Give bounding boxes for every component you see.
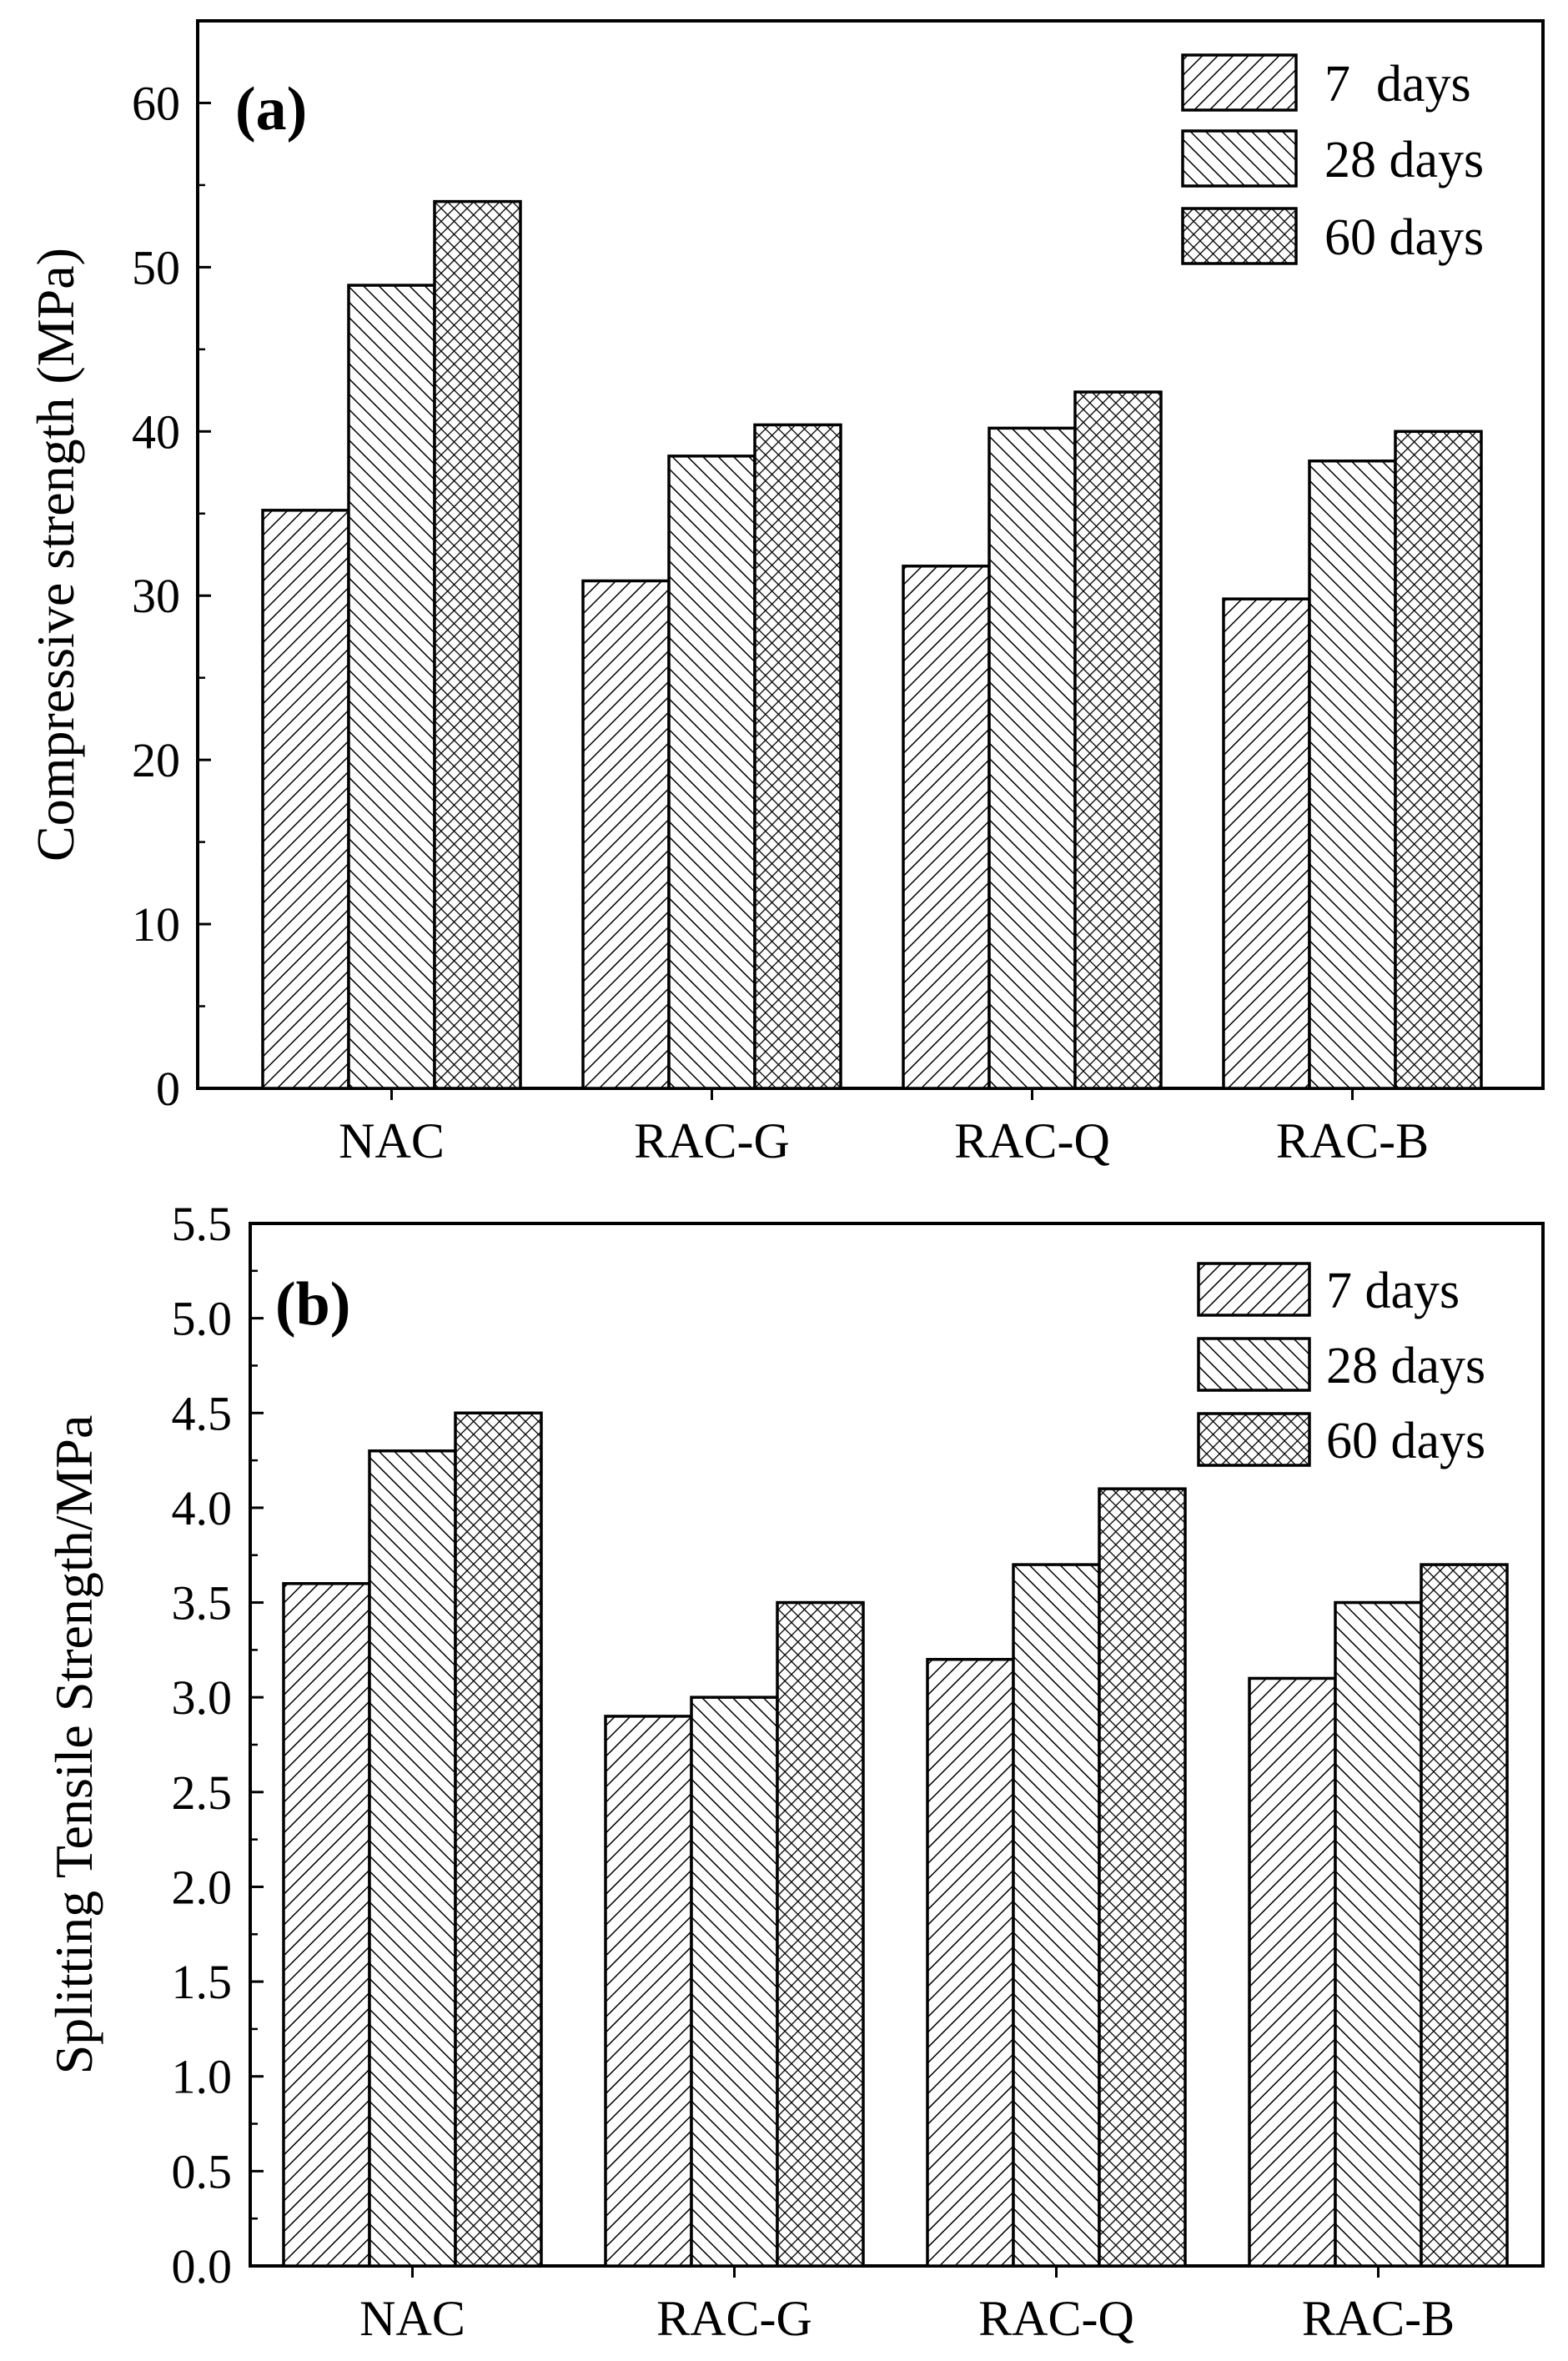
- panel-a-bars: [261, 199, 1483, 1090]
- y-tick-label: 40: [132, 404, 180, 459]
- y-tick-label: 1.5: [172, 1955, 233, 2009]
- x-tick-label-rac-g: RAC-G: [656, 2291, 812, 2346]
- x-tick-label-nac: NAC: [339, 1113, 445, 1168]
- y-tick-label: 4.5: [172, 1386, 233, 1440]
- panel-a: 0 10 20 30 40 50 60 NAC RAC-G RAC-Q RAC-B (a) Com…: [26, 19, 1545, 1168]
- panel-b-bars: [282, 1411, 1509, 2268]
- legend-label-28-days: 28 days: [1326, 1338, 1485, 1394]
- bar-rac-g-28-days: [690, 1695, 779, 2268]
- x-tick-label-rac-g: RAC-G: [634, 1113, 790, 1168]
- y-tick-label: 3.5: [172, 1576, 233, 1630]
- y-tick-label: 5.0: [172, 1292, 233, 1346]
- bar-rac-g-28-days: [667, 455, 756, 1090]
- bar-rac-g-60-days: [776, 1600, 865, 2268]
- bar-rac-q-28-days: [1012, 1563, 1101, 2268]
- panel-a-y-axis-title: Compressive strength (MPa): [26, 248, 85, 862]
- legend-label-60-days: 60 days: [1324, 209, 1484, 266]
- bar-nac-60-days: [433, 199, 522, 1090]
- y-tick-label: 4.0: [172, 1481, 233, 1535]
- y-tick-label: 0.0: [172, 2239, 233, 2293]
- bar-rac-g-60-days: [753, 423, 842, 1090]
- panel-a-yticks: 0 10 20 30 40 50 60: [132, 76, 211, 1116]
- legend-label-7-days: 7 days: [1326, 1263, 1460, 1319]
- legend-label-60-days: 60 days: [1326, 1413, 1485, 1469]
- legend-swatch-60-days: [1181, 207, 1298, 265]
- panel-b-yticks: 0.0 0.5 1.0 1.5 2.0 2.5 3.0 3.5 4.0 4.5 5.0 5.5: [172, 1197, 264, 2293]
- bar-rac-b-7-days: [1248, 1676, 1337, 2268]
- panel-a-xlabels: NAC RAC-G RAC-Q RAC-B: [339, 1088, 1429, 1168]
- panel-b-y-axis-title: Splitting Tensile Strength/MPa: [44, 1415, 103, 2075]
- y-tick-label: 10: [132, 897, 180, 952]
- panel-b-legend: 7 days 28 days 60 days: [1197, 1262, 1485, 1469]
- y-tick-label: 2.5: [172, 1766, 233, 1820]
- legend-label-28-days: 28 days: [1324, 132, 1484, 188]
- legend-label-7-days: 7 days: [1324, 56, 1471, 113]
- y-tick-label: 60: [132, 76, 180, 130]
- y-tick-label: 50: [132, 240, 180, 294]
- bar-nac-28-days: [347, 284, 436, 1090]
- bar-rac-b-7-days: [1222, 597, 1311, 1090]
- y-tick-label: 1.0: [172, 2050, 233, 2104]
- bar-rac-q-7-days: [926, 1657, 1015, 2268]
- panel-b: 0.0 0.5 1.0 1.5 2.0 2.5 3.0 3.5 4.0 4.5 5.0 5.5 NAC…: [44, 1197, 1545, 2346]
- bar-rac-q-60-days: [1098, 1487, 1187, 2268]
- bar-rac-b-60-days: [1394, 430, 1483, 1090]
- y-tick-label: 30: [132, 569, 180, 623]
- bar-rac-q-60-days: [1073, 390, 1163, 1090]
- bar-nac-60-days: [454, 1411, 543, 2268]
- legend-swatch-60-days: [1197, 1412, 1311, 1467]
- bar-nac-7-days: [282, 1582, 371, 2268]
- bar-rac-q-7-days: [902, 565, 991, 1090]
- bar-rac-b-28-days: [1308, 460, 1397, 1090]
- x-tick-label-rac-q: RAC-Q: [954, 1113, 1110, 1168]
- bar-nac-28-days: [368, 1449, 457, 2268]
- panel-a-label: (a): [235, 75, 307, 143]
- panel-b-label: (b): [275, 1270, 350, 1339]
- bar-rac-g-7-days: [581, 579, 671, 1090]
- bar-rac-g-7-days: [604, 1715, 693, 2268]
- legend-swatch-28-days: [1197, 1337, 1311, 1392]
- x-tick-label-rac-b: RAC-B: [1276, 1113, 1429, 1168]
- bar-nac-7-days: [261, 509, 350, 1090]
- panel-b-xlabels: NAC RAC-G RAC-Q RAC-B: [359, 2266, 1455, 2346]
- legend-swatch-28-days: [1181, 129, 1298, 188]
- x-tick-label-rac-q: RAC-Q: [978, 2291, 1134, 2346]
- y-tick-label: 3.0: [172, 1670, 233, 1725]
- panel-a-legend: 7 days 28 days 60 days: [1181, 53, 1484, 266]
- y-tick-label: 20: [132, 733, 180, 787]
- y-tick-label: 0.5: [172, 2144, 233, 2198]
- x-tick-label-nac: NAC: [359, 2291, 465, 2346]
- legend-swatch-7-days: [1197, 1262, 1311, 1317]
- y-tick-label: 0: [156, 1062, 180, 1116]
- legend-swatch-7-days: [1181, 53, 1298, 112]
- x-tick-label-rac-b: RAC-B: [1302, 2291, 1455, 2346]
- bar-rac-q-28-days: [988, 426, 1077, 1090]
- y-tick-label: 2.0: [172, 1860, 233, 1914]
- y-tick-label: 5.5: [172, 1197, 233, 1251]
- bar-rac-b-28-days: [1334, 1600, 1423, 2268]
- panel-a-plot-frame: [196, 19, 1545, 1090]
- bar-rac-b-60-days: [1420, 1563, 1509, 2268]
